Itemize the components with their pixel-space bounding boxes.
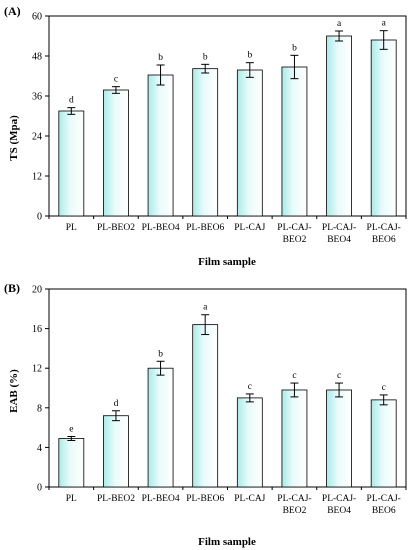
bar [147, 74, 174, 217]
bar [58, 110, 85, 217]
significance-label: c [382, 383, 386, 393]
category-label: BEO4 [327, 235, 351, 245]
category-label: PL-CAJ- [367, 223, 401, 233]
bar [103, 89, 129, 217]
y-tick-label: 12 [32, 364, 42, 375]
bar [58, 438, 85, 488]
bar [326, 35, 352, 217]
category-label: PL-CAJ [234, 223, 265, 233]
category-label: PL-CAJ [234, 494, 265, 504]
significance-label: b [247, 51, 252, 61]
significance-label: b [158, 349, 163, 359]
category-label: PL-BEO2 [97, 494, 135, 504]
plot-frame [48, 15, 407, 217]
y-axis-label-a: TS (Mpa) [8, 115, 20, 161]
bar [192, 68, 219, 217]
category-label: PL-BEO6 [186, 223, 224, 233]
category-label: PL-BEO4 [142, 494, 180, 504]
category-label: PL-BEO2 [97, 223, 135, 233]
category-label: PL-BEO6 [186, 494, 224, 504]
plot-frame [48, 288, 407, 488]
bar [370, 399, 397, 488]
y-tick-label: 8 [37, 403, 42, 414]
category-label: PL [66, 223, 77, 233]
bar [147, 367, 174, 488]
y-tick-label: 0 [37, 212, 42, 223]
bar [281, 66, 308, 217]
category-label: PL-CAJ- [277, 494, 311, 504]
y-axis-label-b: EAB (%) [8, 369, 20, 413]
category-label: BEO4 [327, 506, 351, 516]
y-tick-label: 48 [32, 52, 42, 63]
y-tick-label: 20 [32, 285, 42, 296]
significance-label: c [248, 382, 252, 392]
category-label: PL [66, 494, 77, 504]
significance-label: a [337, 19, 342, 29]
panel-label-b: (B) [4, 281, 20, 295]
significance-label: d [114, 399, 119, 409]
significance-label: c [292, 371, 296, 381]
y-tick-label: 60 [32, 12, 42, 23]
y-tick-label: 0 [37, 483, 42, 494]
significance-label: b [203, 52, 208, 62]
bar [236, 69, 263, 217]
y-tick-label: 24 [32, 132, 42, 143]
category-label: BEO2 [283, 235, 307, 245]
x-axis-label-a: Film sample [198, 256, 256, 268]
y-tick-label: 4 [37, 443, 42, 454]
y-tick-label: 16 [32, 324, 42, 335]
plot-area-b: 0 4 8 12 16 20 e PL d PL-BEO2 b PL-BEO4 a PL-BEO6 c PL-… [32, 285, 407, 516]
significance-label: a [203, 303, 208, 313]
significance-label: b [158, 53, 163, 63]
category-label: PL-CAJ- [322, 494, 356, 504]
chart-a: (A) TS (Mpa) Film sample 0 12 24 36 48 60 d PL c… [4, 4, 407, 268]
plot-area-a: 0 12 24 36 48 60 d PL c PL-BEO2 b PL-BEO4 b PL-BEO6 b P… [32, 12, 407, 245]
category-label: BEO2 [283, 506, 307, 516]
category-label: PL-CAJ- [367, 494, 401, 504]
significance-label: e [69, 425, 73, 435]
panel-label-a: (A) [4, 4, 21, 18]
bar [236, 397, 263, 488]
bar [281, 389, 308, 488]
x-axis-label-b: Film sample [198, 536, 256, 548]
significance-label: a [382, 19, 387, 29]
bar [103, 415, 129, 488]
category-label: PL-CAJ- [322, 223, 356, 233]
category-label: PL-CAJ- [277, 223, 311, 233]
category-label: BEO6 [372, 506, 396, 516]
chart-b: (B) EAB (%) Film sample 0 4 8 12 16 20 e PL d PL-… [4, 281, 407, 548]
category-label: PL-BEO4 [142, 223, 180, 233]
significance-label: d [69, 96, 74, 106]
bar [326, 389, 352, 488]
significance-label: c [337, 371, 341, 381]
significance-label: c [114, 75, 118, 85]
y-tick-label: 36 [32, 92, 42, 103]
bar [192, 324, 219, 488]
significance-label: b [292, 43, 297, 53]
y-tick-label: 12 [32, 172, 42, 183]
category-label: BEO6 [372, 235, 396, 245]
bar [370, 39, 397, 217]
